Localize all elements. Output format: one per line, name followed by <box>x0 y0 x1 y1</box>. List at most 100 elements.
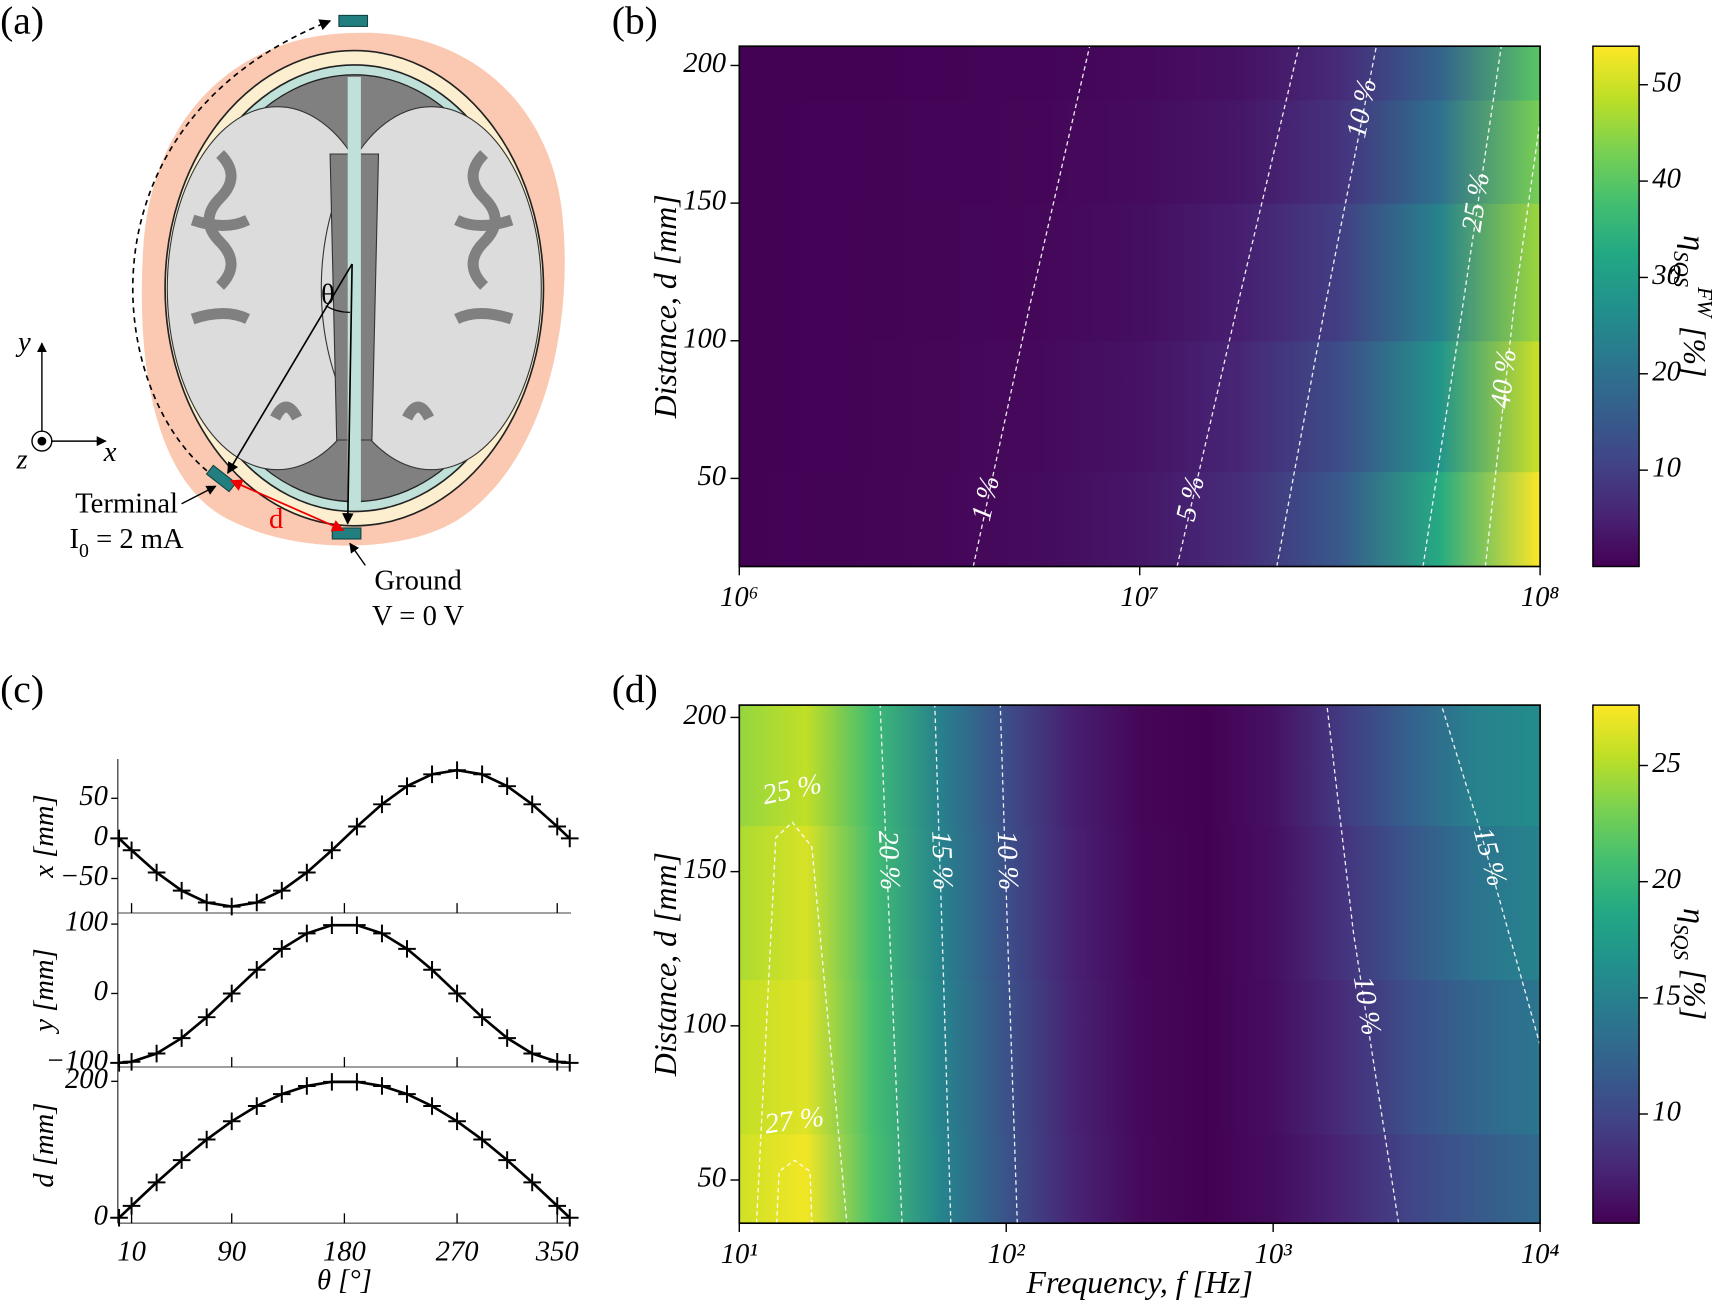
colorbar-label-unit: [%] <box>1676 326 1711 377</box>
x-tick-label: 270 <box>436 1237 479 1268</box>
data-marker <box>398 940 416 958</box>
heatmap-cell <box>1406 979 1475 1135</box>
heatmap-cell <box>1139 1133 1208 1224</box>
heatmap-cell <box>806 825 874 981</box>
data-marker <box>423 765 441 784</box>
data-marker <box>273 940 291 958</box>
y-tick-label: 150 <box>683 854 726 885</box>
data-marker <box>523 795 541 814</box>
y-tick-label: 50 <box>698 1163 727 1194</box>
data-marker <box>247 960 266 979</box>
data-marker <box>147 1173 166 1192</box>
heatmap-cell <box>1006 1133 1074 1224</box>
contour-label: 40 % <box>1485 347 1522 410</box>
y-tick-label: 0 <box>94 821 108 852</box>
axis-symbol: z <box>16 445 28 476</box>
head-diagram <box>31 14 565 566</box>
line-panel: −50 0 50 x [mm] <box>29 759 579 916</box>
x-tick-label: 10 <box>117 1237 146 1268</box>
data-marker <box>448 984 466 1003</box>
heatmap-cell <box>739 825 807 981</box>
colorbar-label-subscript: SQS <box>1669 251 1693 288</box>
heatmap-cell <box>1339 825 1408 981</box>
x-tick-label: 10³ <box>1255 1239 1293 1270</box>
heatmap-cell <box>1206 825 1274 981</box>
data-line <box>118 1080 571 1219</box>
data-marker <box>548 817 567 836</box>
colorbar-label-superscript: FW <box>1693 286 1717 319</box>
contour-line <box>972 46 1091 567</box>
data-marker <box>197 893 216 912</box>
y-tick-label: 0 <box>94 1200 108 1231</box>
data-marker <box>560 1054 579 1072</box>
axis-symbol: x <box>103 437 117 468</box>
y-tick-label: 100 <box>683 323 726 354</box>
heatmap-cell <box>1273 825 1341 981</box>
data-marker <box>247 893 266 912</box>
heatmap-cell <box>1139 979 1208 1135</box>
y-tick-label: 200 <box>683 700 726 731</box>
heatmap-cells <box>739 46 1541 567</box>
heatmap-cell <box>939 46 1041 101</box>
ground-label: Ground <box>374 566 461 597</box>
data-marker <box>197 1008 216 1026</box>
heatmap-cell <box>1440 340 1541 473</box>
contour-line <box>879 705 903 1224</box>
heatmap-cell <box>1039 203 1141 342</box>
heatmap-cell <box>806 705 874 827</box>
heatmap-cell <box>1239 203 1341 342</box>
data-marker <box>473 1008 491 1026</box>
data-marker <box>560 829 579 848</box>
heatmap-cell <box>1139 471 1241 567</box>
data-marker <box>373 924 391 943</box>
data-marker <box>498 777 516 795</box>
heatmap-cell <box>739 203 841 342</box>
data-marker <box>348 916 366 934</box>
y-axis-label: Distance, d [mm] <box>648 852 683 1077</box>
colorbar-tick-label: 25 <box>1652 748 1681 779</box>
heatmap-cell <box>872 1133 941 1224</box>
data-line <box>118 768 571 908</box>
heatmap-cells <box>739 705 1541 1224</box>
heatmap-cell <box>839 203 941 342</box>
contour-line <box>755 821 848 1224</box>
y-tick-label: 100 <box>65 907 108 938</box>
heatmap-cell <box>1239 46 1341 101</box>
x-tick-label: 10⁸ <box>1521 582 1560 613</box>
heatmap-cell <box>739 340 841 473</box>
x-axis-label: Frequency, f [Hz] <box>1025 1265 1252 1300</box>
data-marker <box>398 1085 416 1103</box>
heatmap-cell <box>839 471 941 567</box>
data-marker <box>172 881 191 900</box>
heatmap-cell <box>1072 1133 1141 1224</box>
axis-symbol: y <box>15 327 31 358</box>
x-tick-label: 10⁷ <box>1120 582 1159 613</box>
heatmap-cell <box>1039 340 1141 473</box>
x-tick-label: 10² <box>988 1239 1026 1270</box>
y-tick-label: −50 <box>60 861 108 892</box>
heatmap-cell <box>1206 1133 1274 1224</box>
heatmap-panel: 25 %27 %20 % 15 % 10 %10 %15 %10¹ 10² 10³ 10⁴… <box>648 700 1711 1300</box>
colorbar-label-symbol: η <box>1676 235 1711 251</box>
heatmap-cell <box>839 99 941 204</box>
heatmap-cell <box>1473 979 1541 1135</box>
x-tick-label: 180 <box>323 1237 366 1268</box>
data-marker <box>323 1073 341 1091</box>
heatmap-cell <box>1006 825 1074 981</box>
heatmap-cell <box>1139 705 1208 827</box>
data-marker <box>348 1073 366 1091</box>
data-marker <box>247 1097 266 1115</box>
heatmap-cell <box>1406 1133 1475 1224</box>
data-marker <box>423 960 441 979</box>
heatmap-cell <box>939 1133 1007 1224</box>
heatmap-cell <box>1039 46 1141 101</box>
colorbar <box>1592 45 1640 568</box>
data-marker <box>523 1044 541 1063</box>
heatmap-cell <box>1239 471 1341 567</box>
y-tick-label: 200 <box>65 1064 108 1095</box>
heatmap-cell <box>1339 99 1441 204</box>
heatmap-cell <box>839 340 941 473</box>
y-tick-label: 50 <box>79 781 108 812</box>
